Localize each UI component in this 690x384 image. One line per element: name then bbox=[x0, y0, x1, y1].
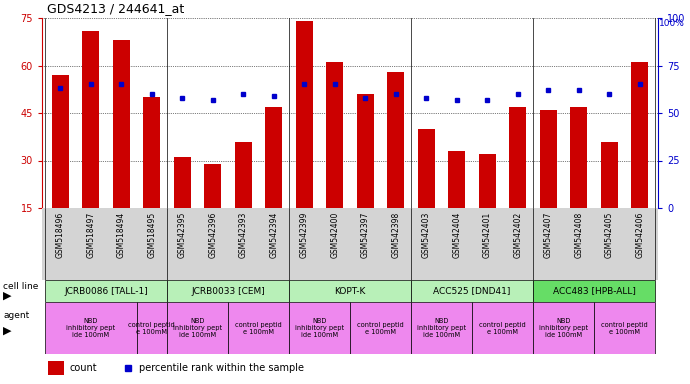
Text: GSM542397: GSM542397 bbox=[361, 212, 370, 258]
Text: GSM542394: GSM542394 bbox=[269, 212, 278, 258]
Text: control peptid
e 100mM: control peptid e 100mM bbox=[479, 321, 526, 334]
Bar bbox=[411, 280, 533, 302]
Bar bbox=[411, 302, 472, 354]
Text: GSM542401: GSM542401 bbox=[483, 212, 492, 258]
Bar bbox=[448, 151, 465, 208]
Text: cell line: cell line bbox=[3, 282, 39, 291]
Bar bbox=[357, 94, 373, 208]
Text: NBD
inhibitory pept
ide 100mM: NBD inhibitory pept ide 100mM bbox=[539, 318, 588, 338]
Text: GSM542403: GSM542403 bbox=[422, 212, 431, 258]
Text: percentile rank within the sample: percentile rank within the sample bbox=[139, 363, 304, 373]
Bar bbox=[289, 280, 411, 302]
Bar bbox=[571, 107, 587, 208]
Bar bbox=[350, 302, 411, 354]
Text: GSM542393: GSM542393 bbox=[239, 212, 248, 258]
Text: GSM542399: GSM542399 bbox=[299, 212, 308, 258]
Bar bbox=[228, 302, 289, 354]
Bar bbox=[174, 157, 190, 208]
Bar bbox=[204, 164, 221, 208]
Text: agent: agent bbox=[3, 311, 30, 319]
Text: count: count bbox=[70, 363, 97, 373]
Text: GSM542396: GSM542396 bbox=[208, 212, 217, 258]
Bar bbox=[509, 107, 526, 208]
Text: GSM542398: GSM542398 bbox=[391, 212, 400, 258]
Bar bbox=[167, 280, 289, 302]
Bar bbox=[533, 302, 594, 354]
Bar bbox=[45, 302, 137, 354]
Text: GSM542395: GSM542395 bbox=[178, 212, 187, 258]
Text: GSM542408: GSM542408 bbox=[574, 212, 583, 258]
Text: GSM542404: GSM542404 bbox=[452, 212, 461, 258]
Text: NBD
inhibitory pept
ide 100mM: NBD inhibitory pept ide 100mM bbox=[66, 318, 115, 338]
Bar bbox=[472, 302, 533, 354]
Bar bbox=[418, 129, 435, 208]
Bar bbox=[48, 361, 63, 375]
Bar bbox=[540, 110, 557, 208]
Text: GSM542406: GSM542406 bbox=[635, 212, 644, 258]
Bar bbox=[266, 107, 282, 208]
Text: JCRB0033 [CEM]: JCRB0033 [CEM] bbox=[191, 286, 265, 296]
Bar bbox=[137, 302, 167, 354]
Text: NBD
inhibitory pept
ide 100mM: NBD inhibitory pept ide 100mM bbox=[173, 318, 222, 338]
Text: control peptid
e 100mM: control peptid e 100mM bbox=[235, 321, 282, 334]
Text: control peptid
e 100mM: control peptid e 100mM bbox=[357, 321, 404, 334]
Bar bbox=[235, 141, 252, 208]
Text: GSM542400: GSM542400 bbox=[331, 212, 339, 258]
Text: ACC483 [HPB-ALL]: ACC483 [HPB-ALL] bbox=[553, 286, 635, 296]
Text: GSM542407: GSM542407 bbox=[544, 212, 553, 258]
Text: NBD
inhibitory pept
ide 100mM: NBD inhibitory pept ide 100mM bbox=[295, 318, 344, 338]
Text: GSM542402: GSM542402 bbox=[513, 212, 522, 258]
Text: control peptid
e 100mM: control peptid e 100mM bbox=[601, 321, 648, 334]
Text: KOPT-K: KOPT-K bbox=[335, 286, 366, 296]
Text: ▶: ▶ bbox=[3, 290, 12, 300]
Text: NBD
inhibitory pept
ide 100mM: NBD inhibitory pept ide 100mM bbox=[417, 318, 466, 338]
Bar bbox=[113, 40, 130, 208]
Text: ▶: ▶ bbox=[3, 326, 12, 336]
Bar bbox=[167, 302, 228, 354]
Bar bbox=[52, 75, 69, 208]
Text: ACC525 [DND41]: ACC525 [DND41] bbox=[433, 286, 511, 296]
Bar bbox=[326, 62, 343, 208]
Text: 100%: 100% bbox=[659, 19, 685, 28]
Text: JCRB0086 [TALL-1]: JCRB0086 [TALL-1] bbox=[64, 286, 148, 296]
Bar bbox=[296, 21, 313, 208]
Bar bbox=[601, 141, 618, 208]
Text: GDS4213 / 244641_at: GDS4213 / 244641_at bbox=[47, 2, 184, 15]
Bar bbox=[479, 154, 495, 208]
Bar bbox=[594, 302, 655, 354]
Text: GSM518497: GSM518497 bbox=[86, 212, 95, 258]
Bar bbox=[289, 302, 350, 354]
Text: GSM518496: GSM518496 bbox=[56, 212, 65, 258]
Text: GSM542405: GSM542405 bbox=[604, 212, 613, 258]
Bar bbox=[45, 280, 167, 302]
Text: GSM518495: GSM518495 bbox=[147, 212, 156, 258]
Bar bbox=[82, 31, 99, 208]
Text: GSM518494: GSM518494 bbox=[117, 212, 126, 258]
Bar bbox=[533, 280, 655, 302]
Text: control peptid
e 100mM: control peptid e 100mM bbox=[128, 321, 175, 334]
Bar bbox=[387, 72, 404, 208]
Bar bbox=[631, 62, 648, 208]
Bar bbox=[144, 97, 160, 208]
